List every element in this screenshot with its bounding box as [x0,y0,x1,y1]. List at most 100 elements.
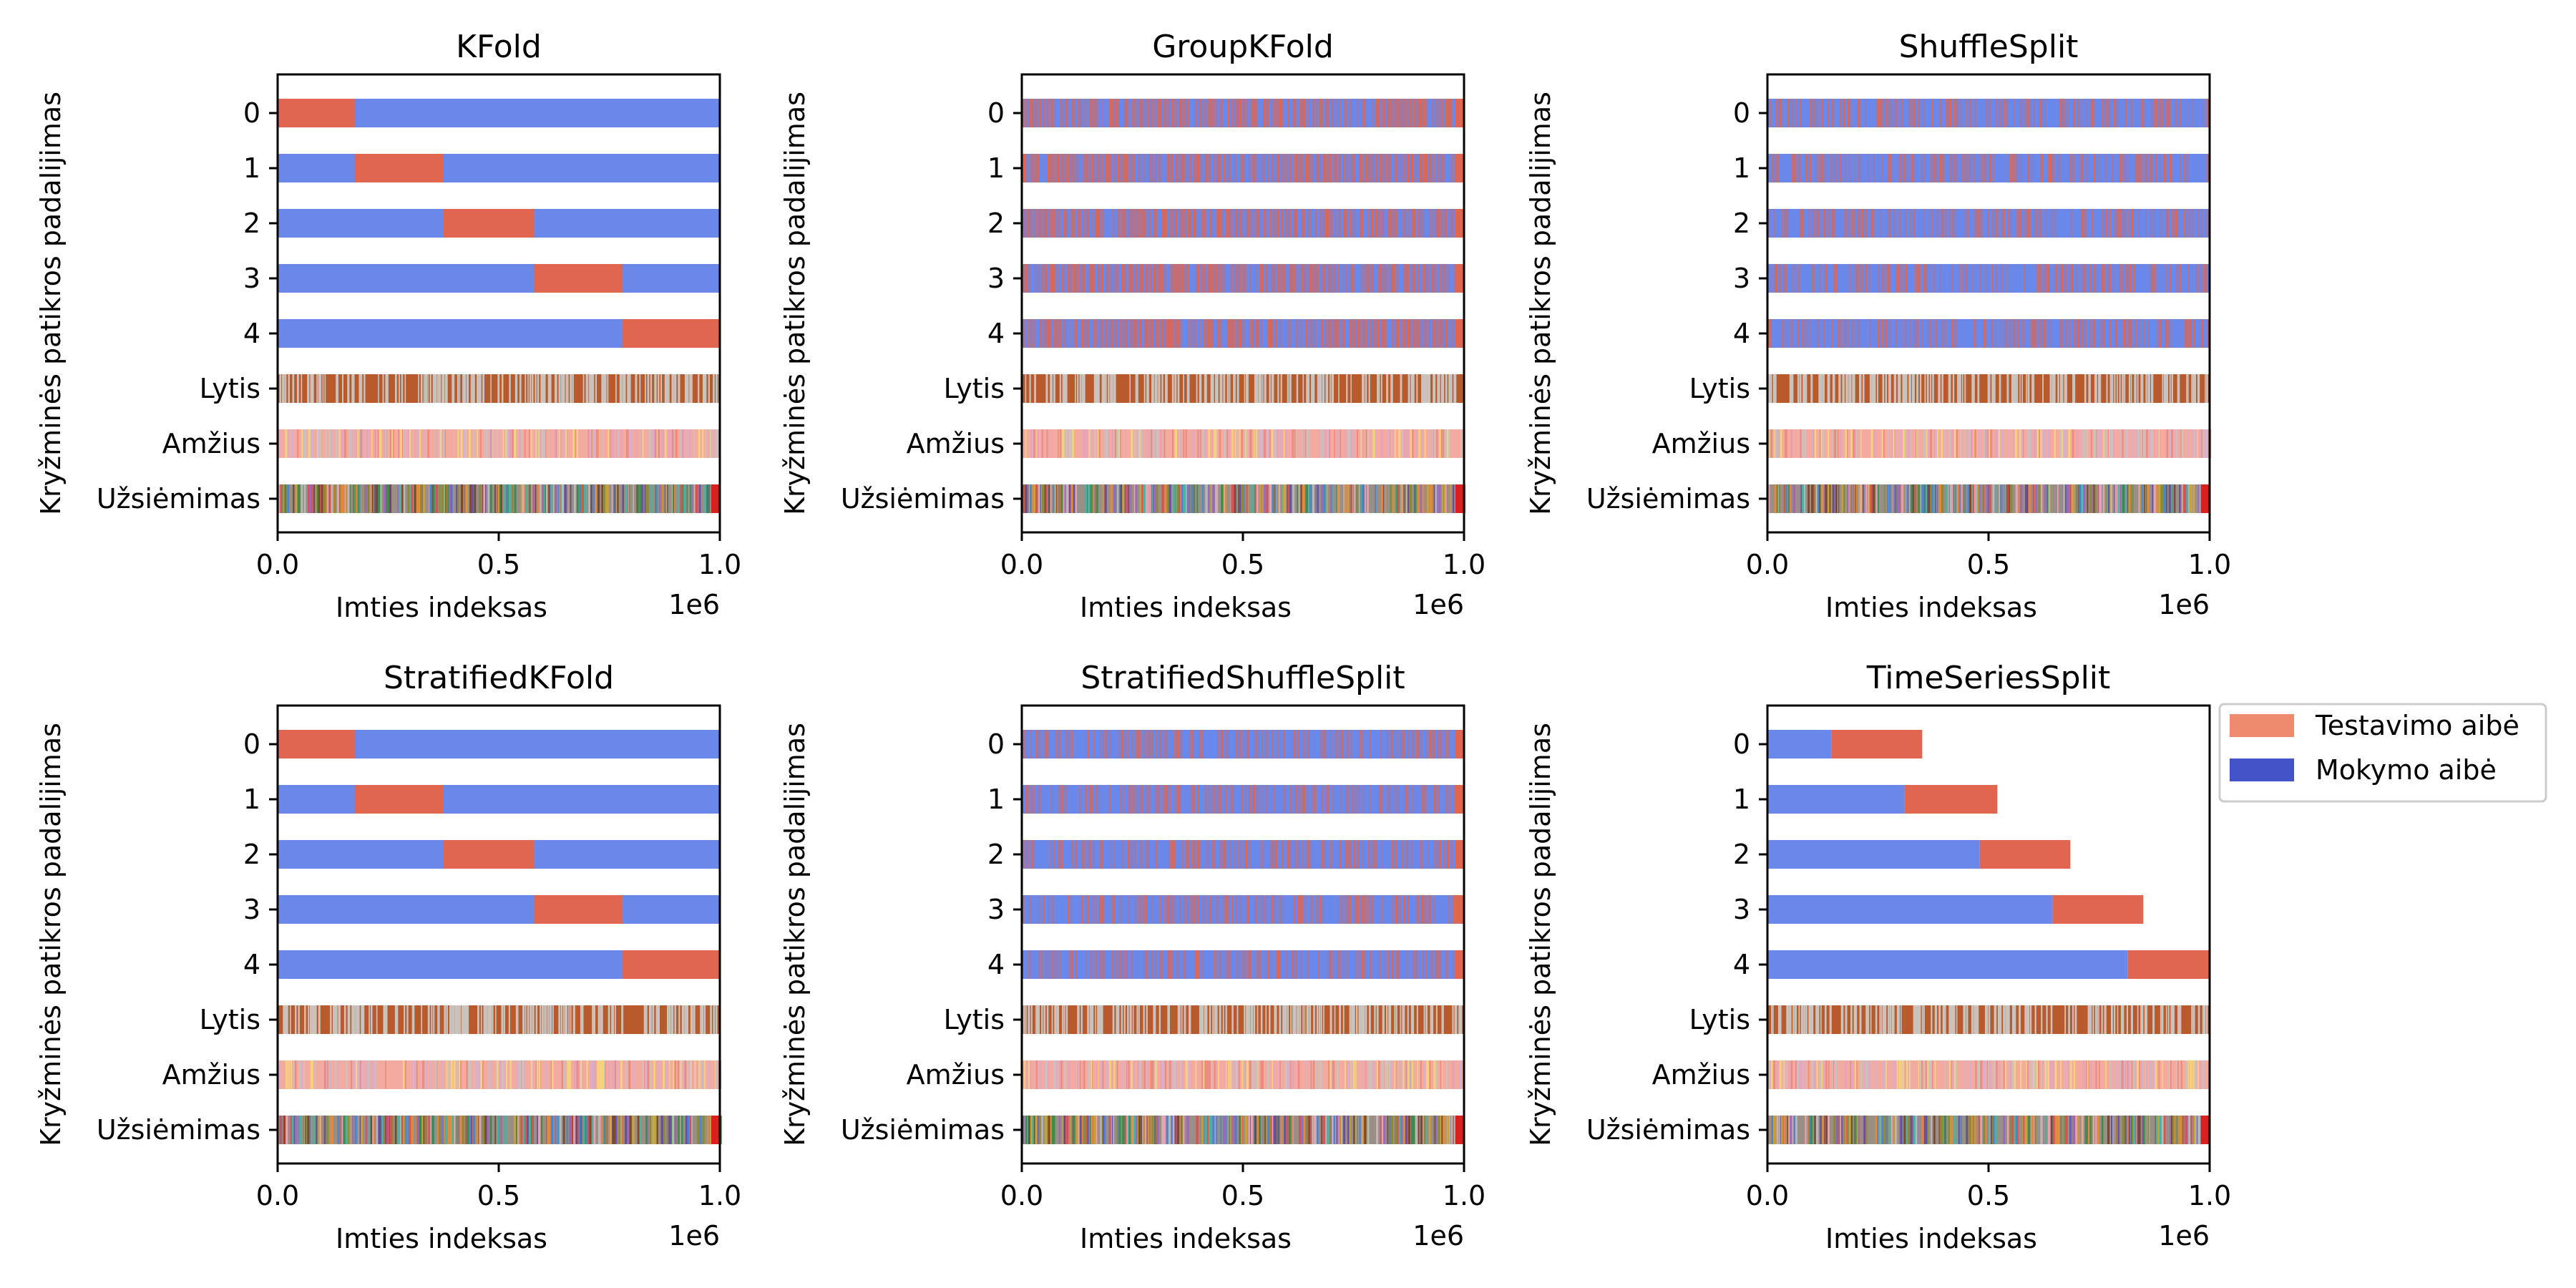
lytis-sample [647,374,649,403]
amzius-sample [420,429,422,458]
uzsiemimas-sample [1040,484,1042,513]
test-sample [1914,99,1916,127]
test-sample [1294,154,1295,182]
test-sample [1140,99,1141,127]
lytis-sample [716,374,718,403]
amzius-sample [1827,429,1830,458]
test-sample [1840,154,1843,182]
test-sample [1080,99,1082,127]
amzius-sample [1820,429,1823,458]
test-sample [1939,99,1941,127]
amzius-sample [2082,429,2085,458]
amzius-sample [414,1060,416,1089]
uzsiemimas-sample [1054,484,1057,513]
test-sample [2089,319,2092,348]
amzius-sample [608,429,610,458]
lytis-sample [322,374,324,403]
test-sample [1099,209,1101,238]
amzius-sample [429,1060,431,1089]
test-sample [1204,319,1205,348]
test-sample [1823,264,1825,293]
lytis-sample [686,1005,689,1034]
uzsiemimas-sample [603,484,605,513]
test-sample [2170,209,2172,238]
uzsiemimas-sample [353,484,354,513]
uzsiemimas-sample [1936,484,1938,513]
uzsiemimas-sample [2038,484,2041,513]
amzius-sample [1998,429,2001,458]
test-sample [2114,209,2116,238]
amzius-sample [1802,429,1804,458]
amzius-sample [665,1060,668,1089]
test-sample [1423,264,1425,293]
test-sample [2126,264,2128,293]
lytis-sample [1989,374,1991,403]
test-sample [1898,154,1900,182]
amzius-sample [1883,429,1885,458]
test-sample [1274,319,1276,348]
test-sample [1234,209,1236,238]
lytis-sample [386,374,388,403]
test-sample [2070,154,2072,182]
test-sample [1772,154,1773,182]
test-sample [1430,154,1431,182]
test-sample [1420,154,1422,182]
lytis-sample [1326,374,1329,403]
test-sample [1190,319,1191,348]
test-sample [1136,264,1138,293]
test-sample [1114,99,1116,127]
test-sample [1301,99,1302,127]
test-sample [1328,99,1330,127]
test-sample [1113,99,1115,127]
lytis-sample [527,374,529,403]
uzsiemimas-sample [293,484,295,513]
test-sample [1180,319,1182,348]
uzsiemimas-sample [1868,484,1870,513]
uzsiemimas-sample [2186,484,2189,513]
test-sample [1241,209,1243,238]
amzius-sample [1327,429,1330,458]
lytis-sample [1407,374,1410,403]
uzsiemimas-sample [1145,484,1147,513]
lytis-sample [2064,374,2066,403]
lytis-sample [1245,374,1247,403]
test-sample [1219,264,1221,293]
lytis-sample [660,374,663,403]
lytis-sample [444,1005,447,1034]
test-sample [1057,154,1059,182]
test-sample [1430,154,1433,182]
test-sample [1903,154,1906,182]
test-sample [1396,99,1398,127]
test-sample [1219,209,1220,238]
test-sample [1447,319,1448,348]
amzius-sample [586,1060,588,1089]
test-segment [1455,154,1464,182]
uzsiemimas-sample [1963,484,1964,513]
test-sample [1413,209,1415,238]
test-sample [1184,264,1186,293]
test-sample [1438,154,1440,182]
test-sample [1097,99,1098,127]
test-sample [1169,209,1171,238]
y-tick-label: 2 [987,208,1005,239]
amzius-sample [1271,429,1274,458]
amzius-sample [570,1060,572,1089]
test-sample [1805,154,1807,182]
amzius-sample [1870,429,1873,458]
test-sample [1033,319,1035,348]
test-sample [2200,264,2202,293]
amzius-sample [686,1060,688,1089]
test-sample [1360,154,1362,182]
uzsiemimas-sample [465,484,468,513]
test-sample [2184,319,2186,348]
test-sample [1859,319,1860,348]
test-sample [1154,99,1156,127]
test-sample [1183,154,1184,182]
test-sample [1910,209,1912,238]
lytis-sample [427,374,429,403]
amzius-sample [1448,429,1450,458]
lytis-sample [479,374,481,403]
lytis-sample [2006,374,2009,403]
lytis-sample [600,1005,602,1034]
amzius-sample [578,1060,580,1089]
